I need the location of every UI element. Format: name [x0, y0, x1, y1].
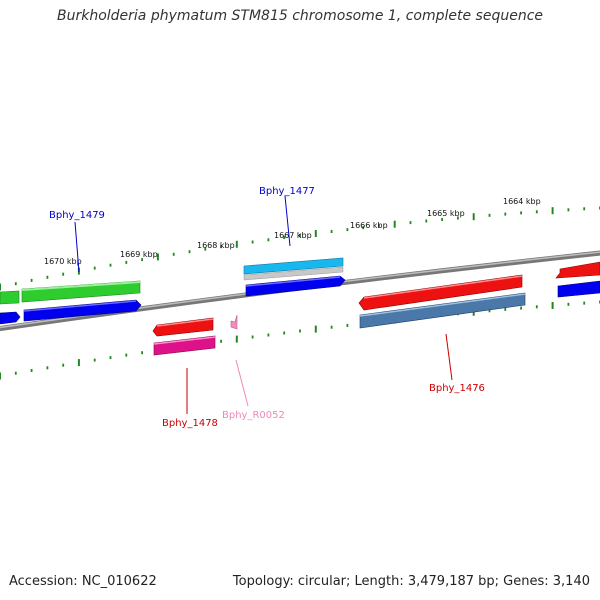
label-bphy-1477[interactable]: Bphy_1477	[259, 186, 315, 197]
cds-feature-blue-edge[interactable]	[0, 311, 21, 325]
kbp-label-1664: 1664 kbp	[503, 197, 541, 206]
leader-bphy-1477	[284, 195, 291, 247]
rna-bphy-r0052[interactable]	[230, 314, 238, 330]
gene-feature-red-edge-right[interactable]	[555, 261, 600, 279]
cds-bphy-1479[interactable]	[23, 299, 142, 322]
accession-text: Accession: NC_010622	[9, 574, 157, 589]
label-bphy-1479[interactable]: Bphy_1479	[49, 210, 105, 221]
gene-bphy-1476[interactable]	[358, 274, 523, 311]
kbp-label-1665: 1665 kbp	[427, 209, 465, 218]
label-bphy-r0052[interactable]: Bphy_R0052	[222, 410, 285, 421]
leader-bphy-1476	[445, 333, 453, 381]
topology-text: Topology: circular; Length: 3,479,187 bp…	[232, 574, 590, 589]
cds-bphy-1478[interactable]	[153, 335, 216, 356]
outer-tick-track	[0, 206, 600, 291]
kbp-label-1669: 1669 kbp	[120, 250, 158, 259]
cds-bphy-1476[interactable]	[359, 292, 526, 329]
gene-feature-green-edge[interactable]	[0, 290, 20, 305]
label-bphy-1478[interactable]: Bphy_1478	[162, 418, 218, 429]
kbp-label-1667: 1667 kbp	[274, 231, 312, 240]
cds-feature-blue-edge-right[interactable]	[557, 280, 600, 298]
label-bphy-1476[interactable]: Bphy_1476	[429, 383, 485, 394]
gene-bphy-1478[interactable]	[152, 317, 214, 337]
kbp-label-1670: 1670 kbp	[44, 257, 82, 266]
kbp-label-1668: 1668 kbp	[197, 241, 235, 250]
kbp-label-1666: 1666 kbp	[350, 221, 388, 230]
gene-bphy-1477[interactable]	[243, 257, 344, 275]
cds-bphy-1477[interactable]	[245, 275, 346, 297]
leader-bphy-r0052	[235, 359, 249, 407]
leader-bphy-1479	[74, 221, 80, 273]
map-title: Burkholderia phymatum STM815 chromosome …	[56, 8, 543, 24]
